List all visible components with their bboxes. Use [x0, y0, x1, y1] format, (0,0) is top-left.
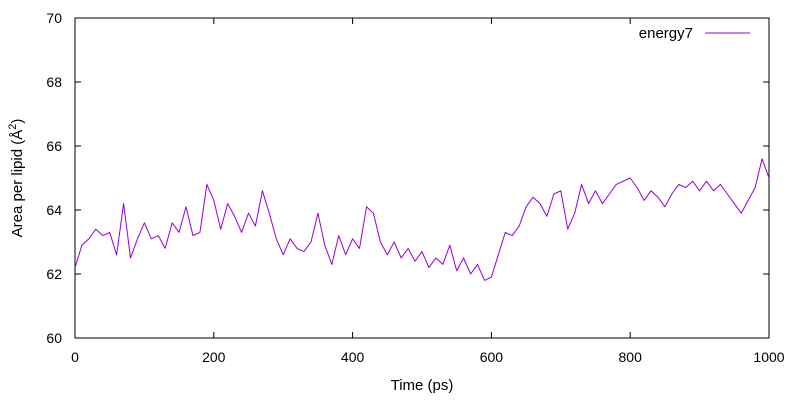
y-tick-label: 68	[46, 74, 62, 90]
y-tick-label: 62	[46, 266, 62, 282]
x-tick-label: 1000	[753, 349, 784, 365]
x-tick-label: 200	[202, 349, 226, 365]
y-axis-title-main: Area per lipid (Å	[9, 130, 26, 238]
y-tick-label: 60	[46, 330, 62, 346]
x-axis-ticks: 0 200 400 600 800 1000	[71, 18, 785, 365]
y-tick-label: 70	[46, 10, 62, 26]
series-line-energy7	[74, 158, 770, 281]
legend: energy7	[639, 25, 750, 42]
y-axis-title-close: )	[9, 119, 26, 124]
y-tick-label: 66	[46, 138, 62, 154]
y-axis-title: Area per lipid (Å2)	[7, 119, 26, 238]
y-tick-label: 64	[46, 202, 62, 218]
plot-frame	[74, 17, 770, 339]
series-layer	[74, 158, 770, 281]
x-tick-label: 600	[480, 349, 504, 365]
y-axis-title-superscript: 2	[7, 124, 19, 130]
x-axis-title: Time (ps)	[391, 377, 454, 394]
x-tick-label: 0	[71, 349, 79, 365]
x-tick-label: 400	[341, 349, 365, 365]
y-axis-ticks: 60 62 64 66 68 70	[46, 10, 769, 346]
legend-label: energy7	[639, 25, 693, 42]
x-tick-label: 800	[619, 349, 643, 365]
